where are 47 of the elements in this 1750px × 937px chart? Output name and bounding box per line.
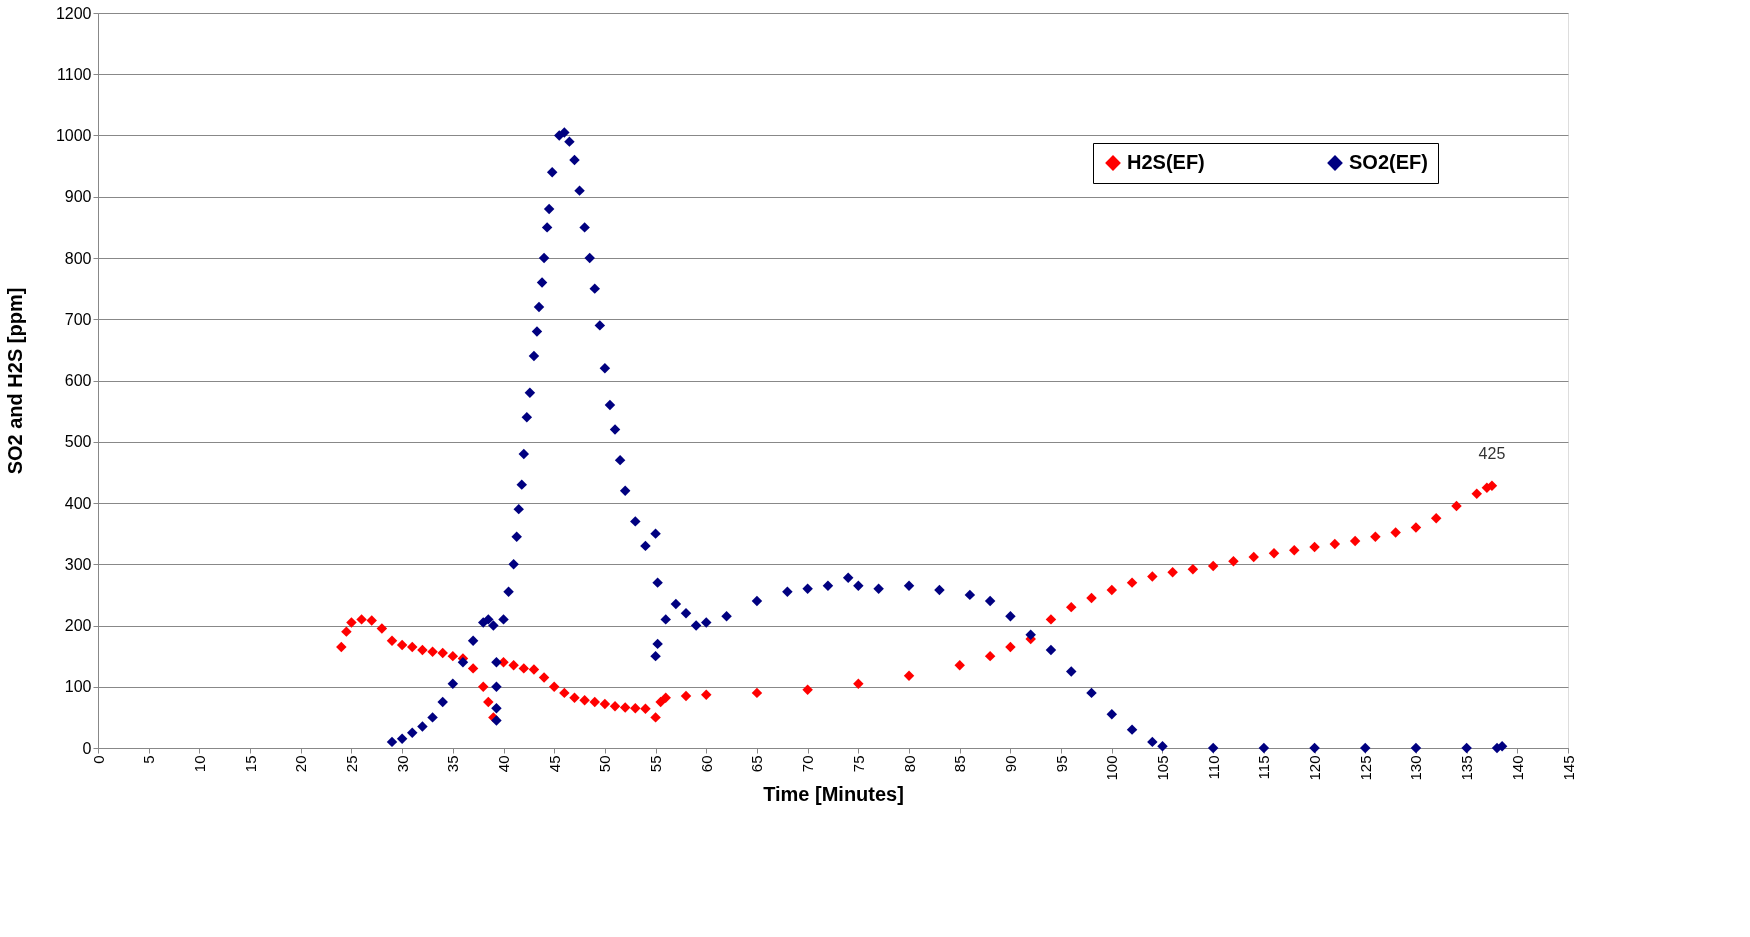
x-tick-label: 130 xyxy=(1407,755,1425,781)
x-tick-label: 55 xyxy=(647,755,665,773)
x-tick-label: 120 xyxy=(1306,755,1324,781)
y-axis-title: SO2 and H2S [ppm] xyxy=(3,287,26,475)
legend-label: H2S(EF) xyxy=(1127,151,1205,173)
x-tick-label: 140 xyxy=(1508,755,1526,781)
x-tick-label: 75 xyxy=(849,755,867,773)
y-tick-label: 1200 xyxy=(55,4,92,22)
x-tick-label: 90 xyxy=(1001,755,1019,773)
x-tick-label: 115 xyxy=(1255,755,1273,780)
x-tick-label: 15 xyxy=(241,755,259,773)
x-tick-label: 35 xyxy=(444,755,462,773)
x-tick-label: 125 xyxy=(1356,755,1374,781)
x-tick-label: 95 xyxy=(1052,755,1070,773)
y-tick-label: 200 xyxy=(64,617,92,634)
x-tick-label: 5 xyxy=(140,755,158,764)
y-tick-label: 1100 xyxy=(57,65,92,83)
x-tick-label: 135 xyxy=(1458,755,1476,781)
y-tick-label: 1000 xyxy=(55,127,92,144)
x-tick-label: 70 xyxy=(799,755,817,773)
x-tick-label: 105 xyxy=(1153,755,1171,781)
y-tick-label: 500 xyxy=(64,433,92,451)
y-tick-label: 700 xyxy=(64,310,92,328)
y-tick-label: 600 xyxy=(64,372,92,389)
y-tick-label: 400 xyxy=(64,494,92,512)
annotation: 425 xyxy=(1478,444,1506,462)
x-tick-label: 110 xyxy=(1204,755,1222,780)
x-tick-label: 50 xyxy=(596,755,614,773)
x-tick-label: 0 xyxy=(89,755,107,764)
x-tick-label: 10 xyxy=(190,755,208,773)
y-tick-label: 900 xyxy=(64,188,92,206)
x-tick-label: 85 xyxy=(951,755,969,773)
x-tick-label: 60 xyxy=(697,755,715,773)
legend-label: SO2(EF) xyxy=(1349,151,1428,173)
x-axis-title: Time [Minutes] xyxy=(763,782,904,805)
y-tick-label: 800 xyxy=(64,249,92,267)
x-tick-label: 20 xyxy=(292,755,310,773)
x-tick-label: 40 xyxy=(495,755,513,773)
x-tick-label: 80 xyxy=(900,755,918,773)
x-tick-label: 25 xyxy=(342,755,360,773)
y-tick-label: 100 xyxy=(64,678,92,696)
x-tick-label: 100 xyxy=(1103,755,1121,781)
x-tick-label: 145 xyxy=(1559,755,1577,781)
y-tick-label: 300 xyxy=(64,555,92,573)
x-tick-label: 45 xyxy=(545,755,563,773)
x-tick-label: 30 xyxy=(393,755,411,773)
x-tick-label: 65 xyxy=(748,755,766,773)
